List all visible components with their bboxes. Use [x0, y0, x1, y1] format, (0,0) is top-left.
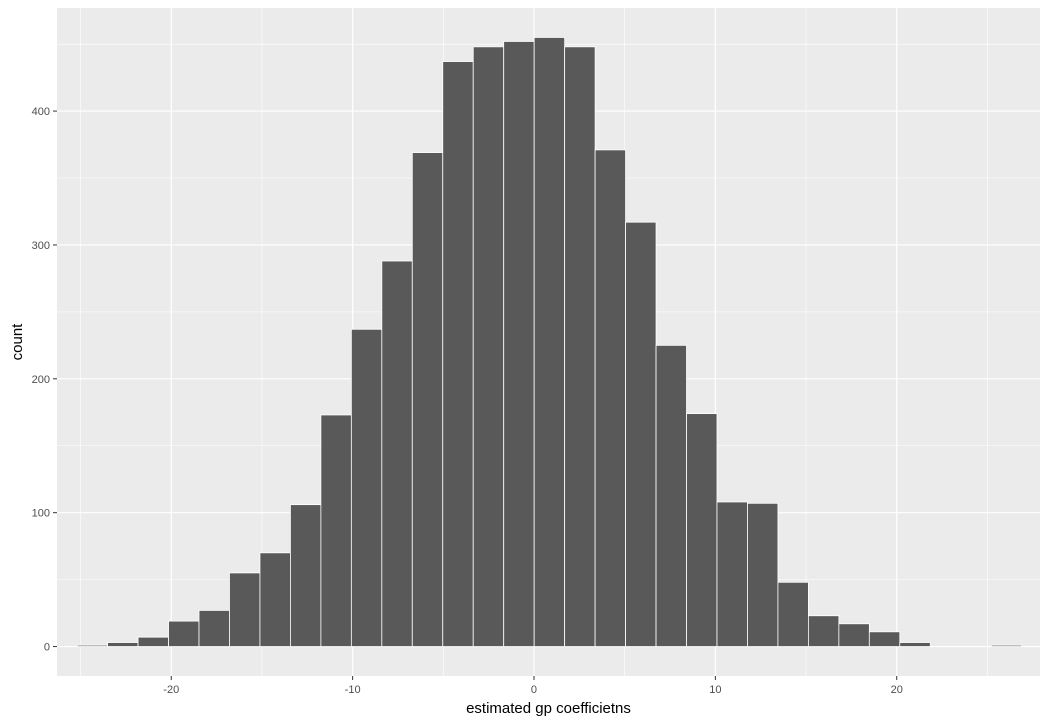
y-tick-label: 200 [32, 374, 50, 386]
x-tick-label: 20 [891, 684, 903, 696]
histogram-bar [564, 46, 596, 647]
histogram-bar [290, 504, 322, 647]
histogram-bar [472, 46, 505, 647]
y-tick-label: 300 [32, 240, 50, 252]
histogram-bar [655, 344, 687, 647]
histogram-bar [229, 572, 261, 647]
histogram-bar [259, 552, 291, 647]
histogram-bar [320, 414, 352, 647]
x-tick-label: 0 [531, 684, 537, 696]
histogram-bar [503, 41, 535, 647]
y-axis: 0 100 200 300 400 [32, 106, 57, 654]
histogram-bar [868, 631, 901, 647]
y-axis-title: count [9, 323, 26, 361]
x-axis-title: estimated gp coefficietns [466, 700, 631, 717]
histogram-bar [381, 260, 413, 647]
x-tick-label: -10 [345, 684, 361, 696]
histogram-bar [76, 644, 109, 647]
histogram-bar [838, 623, 870, 647]
histogram-bar [899, 642, 931, 647]
x-tick-label: 10 [709, 684, 721, 696]
x-tick-label: -20 [163, 684, 179, 696]
histogram-bar [411, 152, 444, 647]
histogram-bar [716, 501, 748, 647]
y-tick-label: 0 [44, 642, 50, 654]
histogram-bar [747, 502, 779, 647]
histogram-bar [442, 61, 474, 647]
histogram-bar [350, 328, 383, 647]
histogram-bar [686, 413, 718, 647]
histogram-bar [137, 636, 169, 647]
histogram-bar [198, 610, 230, 647]
x-axis: -20 -10 0 10 20 [163, 676, 903, 696]
histogram-bar [168, 620, 200, 647]
histogram-bars [76, 37, 1023, 647]
histogram-bar [807, 615, 840, 647]
histogram-bar [594, 149, 626, 647]
y-tick-label: 400 [32, 106, 50, 118]
histogram-bar [625, 221, 657, 647]
histogram-bar [107, 642, 139, 647]
histogram-bar [533, 37, 566, 647]
y-tick-label: 100 [32, 508, 50, 520]
histogram-bar [990, 644, 1023, 647]
histogram-bar [777, 581, 809, 647]
